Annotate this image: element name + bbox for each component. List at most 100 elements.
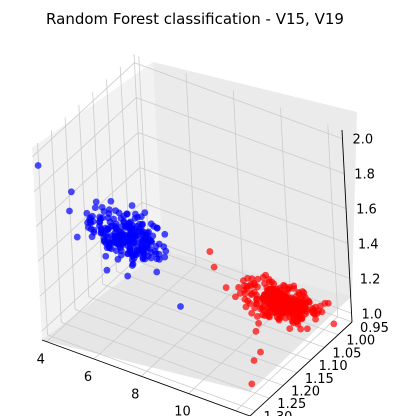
red-point bbox=[302, 310, 309, 318]
blue-point bbox=[112, 207, 120, 215]
blue-point bbox=[162, 247, 170, 255]
blue-point bbox=[83, 209, 91, 217]
y-tick-label: 1.25 bbox=[277, 397, 306, 412]
red-point bbox=[262, 271, 269, 279]
blue-point bbox=[66, 207, 73, 215]
blue-point bbox=[111, 229, 119, 237]
grid-line-x bbox=[185, 72, 197, 266]
x-tick-label: 4 bbox=[37, 353, 45, 368]
red-point bbox=[262, 294, 270, 302]
blue-point bbox=[155, 255, 163, 263]
blue-point bbox=[144, 252, 152, 260]
red-point bbox=[263, 284, 271, 292]
y-tick-label: 1.00 bbox=[346, 334, 375, 349]
grid-line-x bbox=[141, 281, 244, 377]
red-point bbox=[247, 291, 255, 299]
red-point bbox=[290, 316, 297, 324]
grid-line-x bbox=[93, 264, 197, 360]
red-point bbox=[294, 320, 302, 328]
blue-point bbox=[103, 266, 111, 274]
blue-point bbox=[136, 220, 143, 228]
red-point bbox=[275, 315, 283, 322]
red-point bbox=[232, 293, 239, 301]
blue-point bbox=[91, 204, 99, 212]
red-point bbox=[308, 308, 316, 316]
red-point bbox=[206, 248, 214, 255]
red-point bbox=[235, 284, 242, 291]
blue-point bbox=[117, 232, 125, 240]
grid-line-y bbox=[61, 321, 270, 399]
grid-line-z bbox=[141, 201, 350, 279]
red-point bbox=[290, 282, 298, 290]
blue-point bbox=[107, 197, 115, 205]
blue-point bbox=[73, 233, 81, 241]
grid-line-y bbox=[37, 142, 48, 335]
blue-point bbox=[147, 220, 155, 228]
z-tick-label: 1.2 bbox=[360, 272, 381, 287]
red-point bbox=[317, 302, 324, 310]
y-tick-label: 0.95 bbox=[360, 321, 389, 336]
red-point bbox=[255, 319, 263, 327]
blue-point bbox=[105, 206, 113, 213]
blue-point bbox=[126, 220, 133, 227]
blue-point bbox=[107, 245, 115, 253]
z-tick-label: 1.4 bbox=[358, 237, 379, 252]
red-point bbox=[250, 357, 258, 364]
blue-point bbox=[98, 203, 106, 211]
blue-point bbox=[143, 237, 151, 245]
red-point bbox=[260, 306, 267, 314]
blue-point bbox=[88, 233, 96, 241]
grid-line-y bbox=[78, 104, 90, 297]
red-point bbox=[267, 300, 275, 308]
red-point bbox=[283, 298, 290, 306]
grid-line-z bbox=[137, 132, 347, 209]
grid-line-x bbox=[235, 316, 339, 412]
y-axis-line bbox=[249, 321, 353, 416]
red-point bbox=[248, 380, 256, 388]
red-point bbox=[241, 282, 248, 290]
blue-point bbox=[161, 230, 169, 238]
x-tick-label: 6 bbox=[84, 370, 92, 385]
blue-point bbox=[141, 209, 149, 217]
blue-point bbox=[153, 224, 161, 232]
blue-point bbox=[100, 234, 108, 242]
grid-line-x bbox=[232, 90, 244, 283]
red-point bbox=[270, 280, 278, 288]
y-tick-label: 1.15 bbox=[305, 372, 334, 387]
grid-line-z bbox=[139, 167, 349, 244]
axis-lines bbox=[41, 129, 353, 416]
red-point bbox=[292, 292, 300, 300]
blue-point bbox=[126, 245, 134, 253]
red-point bbox=[210, 263, 218, 271]
blue-point bbox=[136, 225, 143, 233]
blue-point bbox=[97, 215, 104, 223]
grid-line-z bbox=[136, 97, 345, 175]
x-tick-label: 8 bbox=[131, 387, 139, 402]
z-axis-line bbox=[341, 129, 353, 323]
blue-point bbox=[161, 253, 169, 261]
blue-point bbox=[124, 272, 132, 280]
grid-line-y bbox=[88, 296, 298, 374]
pane-back-right bbox=[153, 62, 357, 296]
red-point bbox=[241, 295, 249, 303]
grid-line-y bbox=[50, 130, 62, 323]
y-tick-label: 1.05 bbox=[332, 346, 361, 361]
x-tick-label: 10 bbox=[174, 405, 191, 416]
blue-point bbox=[155, 240, 163, 248]
grid-line-y bbox=[74, 309, 284, 386]
grid-line-z bbox=[32, 62, 135, 158]
grid-line-y bbox=[102, 283, 311, 361]
grid-line-z bbox=[134, 62, 343, 140]
y-tick-label: 1.10 bbox=[319, 359, 348, 374]
red-point bbox=[274, 289, 282, 297]
red-point bbox=[286, 325, 294, 333]
grid-line-y bbox=[92, 92, 104, 285]
z-tick-label: 2.0 bbox=[352, 133, 373, 148]
blue-point bbox=[126, 225, 134, 233]
grid-line-y bbox=[116, 271, 325, 348]
red-point bbox=[301, 294, 309, 301]
blue-point bbox=[118, 239, 126, 247]
red-point bbox=[248, 309, 256, 317]
red-point bbox=[280, 305, 288, 312]
